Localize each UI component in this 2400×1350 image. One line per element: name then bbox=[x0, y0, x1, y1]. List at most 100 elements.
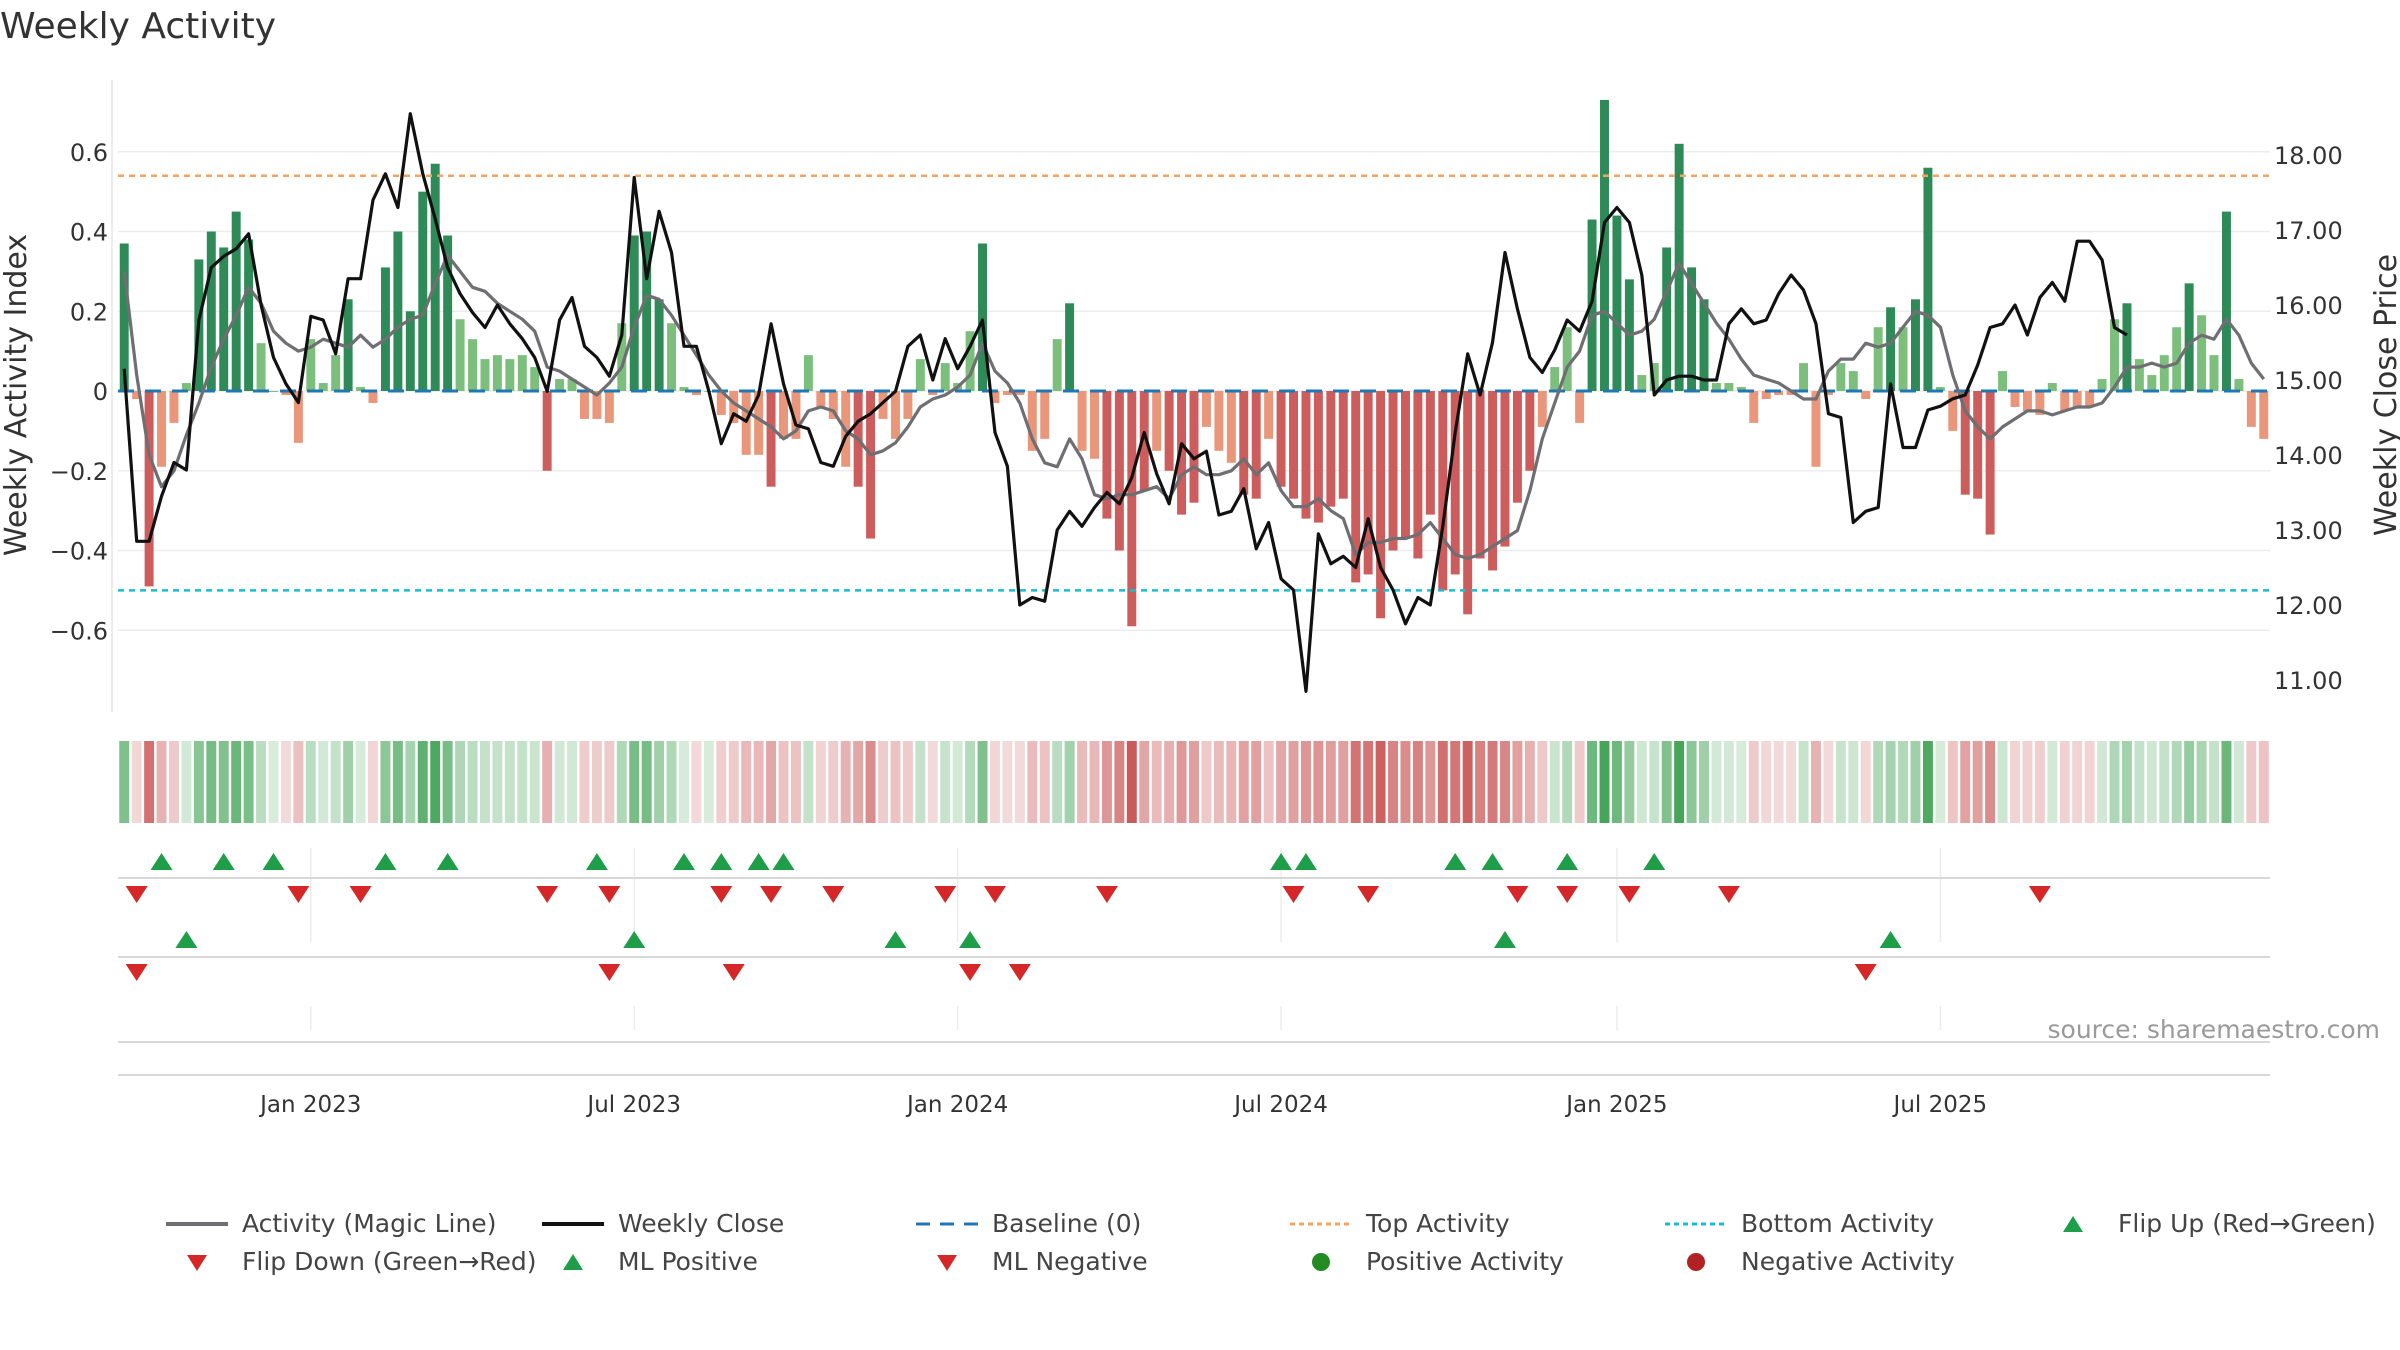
heat-cell bbox=[1064, 741, 1075, 823]
activity-bar bbox=[1425, 391, 1435, 515]
x-tick-label: Jan 2023 bbox=[258, 1092, 361, 1118]
activity-bar bbox=[1326, 391, 1336, 507]
flip-down-marker bbox=[1282, 886, 1305, 903]
heat-cell bbox=[1599, 741, 1610, 823]
heat-cell bbox=[318, 741, 329, 823]
heat-cell bbox=[1475, 741, 1486, 823]
heat-cell bbox=[504, 741, 515, 823]
activity-bar bbox=[1463, 391, 1473, 615]
heat-cell bbox=[1213, 741, 1224, 823]
heat-cell bbox=[1375, 741, 1386, 823]
heat-cell bbox=[2184, 741, 2195, 823]
heat-cell bbox=[368, 741, 378, 823]
activity-bar bbox=[2234, 379, 2244, 392]
activity-bar bbox=[132, 391, 142, 399]
activity-bar bbox=[779, 391, 788, 439]
heat-cell bbox=[815, 741, 826, 823]
heat-cell bbox=[1077, 741, 1088, 823]
activity-bar bbox=[1898, 327, 1908, 392]
activity-bar bbox=[1475, 391, 1485, 559]
heat-cell bbox=[766, 741, 777, 823]
activity-bar bbox=[530, 367, 540, 392]
chart-title: Weekly Activity bbox=[0, 6, 276, 47]
heat-cell bbox=[1114, 741, 1125, 823]
ml-positive-marker bbox=[884, 931, 907, 948]
heat-cell bbox=[1300, 741, 1311, 823]
heat-cell bbox=[2109, 741, 2120, 823]
heat-cell bbox=[1039, 741, 1050, 823]
heat-cell bbox=[380, 741, 391, 823]
source-note: source: sharemaestro.com bbox=[2047, 1015, 2381, 1044]
activity-bar bbox=[1637, 375, 1647, 392]
heat-cell bbox=[716, 741, 727, 823]
y2-tick-label: 18.00 bbox=[2274, 142, 2343, 170]
heat-cell bbox=[2022, 741, 2033, 823]
activity-bar bbox=[2072, 391, 2082, 407]
flip-up-marker bbox=[1481, 853, 1504, 870]
activity-bar bbox=[1363, 391, 1373, 575]
heat-cell bbox=[2084, 741, 2095, 823]
activity-bar bbox=[1177, 391, 1187, 515]
heat-cell bbox=[343, 741, 354, 823]
activity-bar bbox=[878, 391, 888, 419]
activity-bar bbox=[169, 391, 179, 423]
activity-bar bbox=[1823, 391, 1833, 395]
activity-bar bbox=[1127, 391, 1137, 627]
flip-down-marker bbox=[983, 886, 1006, 903]
y-tick-label: 0.2 bbox=[70, 298, 108, 326]
heat-cell bbox=[853, 741, 864, 823]
activity-bar bbox=[766, 391, 776, 487]
activity-bar bbox=[1687, 267, 1697, 392]
y2-tick-label: 17.00 bbox=[2274, 217, 2343, 245]
activity-bar bbox=[1388, 391, 1398, 551]
x-tick-label: Jan 2024 bbox=[905, 1092, 1008, 1118]
heat-cell bbox=[1251, 741, 1262, 823]
heat-cell bbox=[1972, 741, 1983, 823]
legend-weekly-close: Weekly Close bbox=[542, 1209, 785, 1238]
activity-bar bbox=[1239, 391, 1249, 495]
flip-down-marker bbox=[1095, 886, 1118, 903]
activity-bar bbox=[2259, 391, 2269, 439]
y-tick-label: 0 bbox=[93, 378, 108, 406]
heat-cell bbox=[392, 741, 403, 823]
heat-cell bbox=[1661, 741, 1672, 823]
heat-cell bbox=[144, 741, 155, 823]
heat-cell bbox=[1151, 741, 1162, 823]
heat-cell bbox=[1997, 741, 2008, 823]
activity-bar bbox=[1774, 391, 1784, 395]
ml-positive-marker bbox=[175, 931, 198, 948]
heat-cell bbox=[1089, 741, 1100, 823]
heat-cell bbox=[542, 741, 553, 823]
activity-bar bbox=[468, 339, 477, 392]
heat-cell bbox=[1027, 741, 1038, 823]
heat-cell bbox=[1860, 741, 1871, 823]
heat-cell bbox=[878, 741, 888, 823]
activity-bar bbox=[231, 211, 241, 392]
heat-cell bbox=[2059, 741, 2070, 823]
heat-cell bbox=[1885, 741, 1896, 823]
activity-bar bbox=[2060, 391, 2070, 411]
heat-cell bbox=[703, 741, 714, 823]
activity-bar bbox=[978, 243, 988, 392]
flip-up-marker bbox=[212, 853, 235, 870]
heat-cell bbox=[517, 741, 528, 823]
heat-cell bbox=[1101, 741, 1112, 823]
activity-bar bbox=[2159, 355, 2169, 392]
activity-bar bbox=[380, 267, 390, 392]
heat-cell bbox=[1014, 741, 1025, 823]
flip-down-marker bbox=[822, 886, 845, 903]
activity-bar bbox=[604, 391, 614, 423]
heat-cell bbox=[1462, 741, 1473, 823]
y2-tick-label: 15.00 bbox=[2274, 367, 2343, 395]
activity-bar bbox=[965, 331, 975, 392]
activity-bar bbox=[2122, 303, 2132, 392]
activity-bar bbox=[1313, 391, 1323, 523]
ml-positive-marker bbox=[623, 931, 646, 948]
activity-bar bbox=[2147, 375, 2157, 392]
heat-cell bbox=[840, 741, 851, 823]
heat-cell bbox=[2134, 741, 2145, 823]
y-tick-label: 0.4 bbox=[70, 219, 108, 247]
activity-bar bbox=[418, 191, 428, 392]
heat-cell bbox=[206, 741, 217, 823]
flip-down-marker bbox=[349, 886, 372, 903]
